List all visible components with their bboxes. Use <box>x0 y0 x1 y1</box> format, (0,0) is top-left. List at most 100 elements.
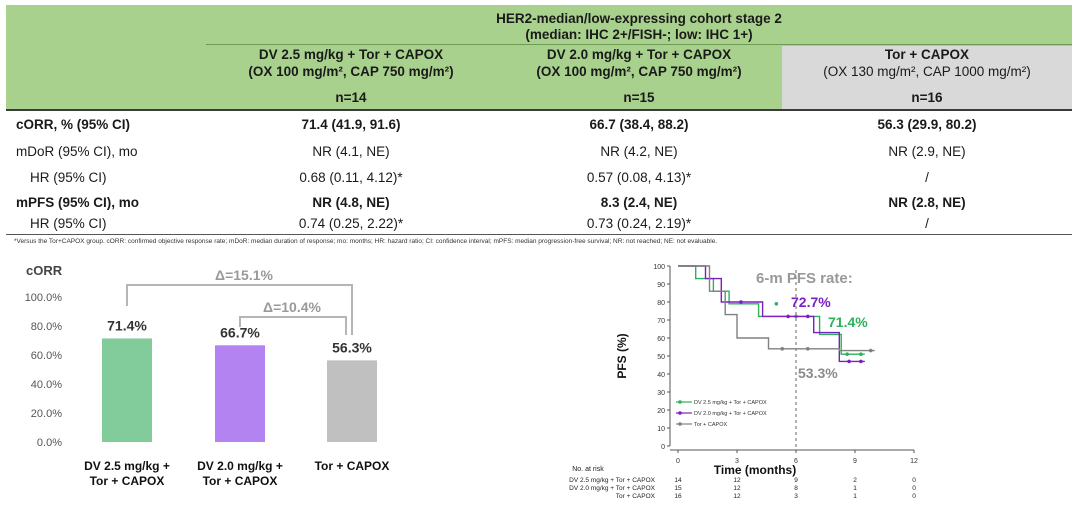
y-tick-label: 40 <box>657 372 665 379</box>
y-axis-title: PFS (%) <box>615 333 629 378</box>
at-risk-value: 9 <box>794 477 798 484</box>
y-tick-label: 80 <box>657 300 665 307</box>
table-row-mdor: mDoR (95% CI), mo NR (4.1, NE) NR (4.2, … <box>6 141 1072 163</box>
bar-value-label: 56.3% <box>332 339 372 355</box>
x-tick-label: 9 <box>853 458 857 465</box>
arm-dv25-dose: (OX 100 mg/m², CAP 750 mg/m²) <box>248 64 454 79</box>
km-series-line <box>678 265 865 355</box>
at-risk-value: 12 <box>733 493 741 500</box>
bar <box>102 338 152 442</box>
x-tick-label: 12 <box>910 458 918 465</box>
at-risk-value: 2 <box>853 477 857 484</box>
at-risk-row-label: DV 2.0 mg/kg + Tor + CAPOX <box>569 485 656 492</box>
table-header: HER2-median/low-expressing cohort stage … <box>6 5 1072 109</box>
bar-value-label: 71.4% <box>107 317 147 333</box>
arm-dv25-n: n=14 <box>335 90 367 105</box>
at-risk-value: 0 <box>912 477 916 484</box>
cell-value: 71.4 (41.9, 91.6) <box>301 117 401 132</box>
at-risk-value: 0 <box>912 493 916 500</box>
table-row-hr-pfs: HR (95% CI) 0.74 (0.25, 2.22)* 0.73 (0.2… <box>6 213 1072 235</box>
km-series-line <box>678 265 875 352</box>
y-tick-label: 0.0% <box>37 437 62 449</box>
legend-marker <box>678 422 682 426</box>
y-tick-label: 20 <box>657 408 665 415</box>
bar <box>327 360 377 442</box>
delta-bracket-outer <box>126 284 353 335</box>
cell-value: / <box>925 170 929 185</box>
rate-label-dv25: 71.4% <box>828 314 868 330</box>
y-tick-label: 100 <box>653 264 665 271</box>
table-row-mpfs: mPFS (95% CI), mo NR (4.8, NE) 8.3 (2.4,… <box>6 192 1072 214</box>
y-tick-label: 90 <box>657 282 665 289</box>
arm-header-dv25: DV 2.5 mg/kg + Tor + CAPOX (OX 100 mg/m²… <box>206 46 496 109</box>
arm-tor-n: n=16 <box>911 90 943 105</box>
at-risk-row-label: Tor + CAPOX <box>616 493 656 500</box>
at-risk-value: 0 <box>912 485 916 492</box>
y-tick-label: 30 <box>657 390 665 397</box>
rate-label-dv20: 72.7% <box>791 294 831 310</box>
chart-title: cORR <box>26 263 63 278</box>
cohort-title: HER2-median/low-expressing cohort stage … <box>206 11 1072 43</box>
row-label: mPFS (95% CI), mo <box>16 195 140 210</box>
row-label: mDoR (95% CI), mo <box>16 144 138 159</box>
x-category-label: Tor + CAPOX <box>315 459 390 473</box>
legend-label: Tor + CAPOX <box>694 422 727 428</box>
cell-value: 66.7 (38.4, 88.2) <box>589 117 689 132</box>
arm-tor-dose: (OX 130 mg/m², CAP 1000 mg/m²) <box>823 64 1031 79</box>
censor-mark <box>859 359 863 364</box>
censor-mark <box>859 352 863 356</box>
arm-dv20-dose: (OX 100 mg/m², CAP 750 mg/m²) <box>536 64 742 79</box>
header-divider <box>206 44 1072 45</box>
cell-value: NR (4.8, NE) <box>312 195 390 210</box>
table-row-corr: cORR, % (95% CI) 71.4 (41.9, 91.6) 66.7 … <box>6 114 1072 136</box>
y-tick-label: 70 <box>657 318 665 325</box>
legend-label: DV 2.0 mg/kg + Tor + CAPOX <box>694 411 767 417</box>
cell-value: 0.74 (0.25, 2.22)* <box>298 216 404 231</box>
censor-mark <box>845 352 849 356</box>
censor-mark <box>806 347 810 351</box>
arm-header-dv20: DV 2.0 mg/kg + Tor + CAPOX (OX 100 mg/m²… <box>496 46 782 109</box>
table-bottom-rule <box>6 234 1072 235</box>
censor-mark <box>868 348 873 353</box>
delta-label-bg <box>205 266 283 284</box>
header-bottom-rule <box>6 109 1072 111</box>
km-series-line <box>678 265 865 363</box>
y-tick-label: 60 <box>657 336 665 343</box>
cell-value: / <box>925 216 929 231</box>
results-table: HER2-median/low-expressing cohort stage … <box>6 5 1072 109</box>
at-risk-value: 1 <box>853 493 857 500</box>
cell-value: 0.68 (0.11, 4.12)* <box>299 170 403 185</box>
at-risk-title: No. at risk <box>572 466 604 473</box>
arm-dv25-name: DV 2.5 mg/kg + Tor + CAPOX <box>258 47 444 62</box>
cell-value: NR (4.1, NE) <box>312 144 390 159</box>
delta-label-inner: Δ=10.4% <box>263 299 321 315</box>
x-category-label: Tor + CAPOX <box>90 474 165 488</box>
bar <box>215 345 265 442</box>
y-tick-label: 0 <box>661 444 665 451</box>
arm-dv20-name: DV 2.0 mg/kg + Tor + CAPOX <box>546 47 732 62</box>
cell-value: NR (2.8, NE) <box>888 195 966 210</box>
cell-value: 0.73 (0.24, 2.19)* <box>586 216 692 231</box>
delta-bracket-inner <box>239 316 347 335</box>
bar-value-label: 66.7% <box>220 324 260 340</box>
at-risk-value: 15 <box>674 485 682 492</box>
table-row-hr-dor: HR (95% CI) 0.68 (0.11, 4.12)* 0.57 (0.0… <box>6 167 1072 189</box>
cell-value: NR (2.9, NE) <box>888 144 966 159</box>
y-tick-label: 40.0% <box>31 379 62 391</box>
x-category-label: Tor + CAPOX <box>203 474 278 488</box>
censor-mark <box>780 347 785 351</box>
cell-value: 56.3 (29.9, 80.2) <box>877 117 977 132</box>
row-label: cORR, % (95% CI) <box>16 117 131 132</box>
y-tick-label: 80.0% <box>31 321 62 333</box>
cell-value: 0.57 (0.08, 4.13)* <box>586 170 692 185</box>
at-risk-value: 12 <box>733 485 741 492</box>
x-axis-title: Time (months) <box>714 463 796 477</box>
censor-mark <box>847 359 851 364</box>
cohort-title-line1: HER2-median/low-expressing cohort stage … <box>496 11 782 26</box>
arm-header-tor: Tor + CAPOX (OX 130 mg/m², CAP 1000 mg/m… <box>782 46 1072 109</box>
censor-mark <box>786 314 790 319</box>
at-risk-value: 1 <box>853 485 857 492</box>
arm-dv20-n: n=15 <box>623 90 655 105</box>
censor-mark <box>806 314 810 319</box>
